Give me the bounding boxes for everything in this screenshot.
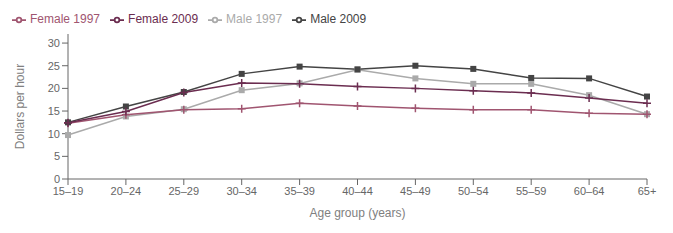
html-text:Female 1997: Female 1997 bbox=[30, 12, 100, 26]
svg-text:Age group (years): Age group (years) bbox=[309, 206, 405, 220]
svg-text:40–44: 40–44 bbox=[342, 185, 373, 197]
svg-text:15–19: 15–19 bbox=[53, 185, 84, 197]
svg-text:60–64: 60–64 bbox=[574, 185, 605, 197]
svg-text:5: 5 bbox=[54, 150, 60, 162]
svg-text:25–29: 25–29 bbox=[169, 185, 200, 197]
svg-text:65+: 65+ bbox=[638, 185, 657, 197]
svg-text:45–49: 45–49 bbox=[400, 185, 431, 197]
svg-text:10: 10 bbox=[48, 128, 60, 140]
svg-text:55–59: 55–59 bbox=[516, 185, 547, 197]
svg-text:0: 0 bbox=[54, 173, 60, 185]
svg-text:20–24: 20–24 bbox=[111, 185, 142, 197]
svg-text:50–54: 50–54 bbox=[458, 185, 489, 197]
svg-text:30–34: 30–34 bbox=[226, 185, 257, 197]
html-text:Male 2009: Male 2009 bbox=[310, 12, 367, 26]
svg-text:30: 30 bbox=[48, 37, 60, 49]
html-text:Male 1997: Male 1997 bbox=[226, 12, 283, 26]
svg-text:15: 15 bbox=[48, 105, 60, 117]
html-text:Female 2009: Female 2009 bbox=[128, 12, 199, 26]
svg-text:35–39: 35–39 bbox=[284, 185, 315, 197]
svg-text:20: 20 bbox=[48, 82, 60, 94]
svg-text:Dollars per hour: Dollars per hour bbox=[13, 64, 27, 149]
svg-text:25: 25 bbox=[48, 60, 60, 72]
